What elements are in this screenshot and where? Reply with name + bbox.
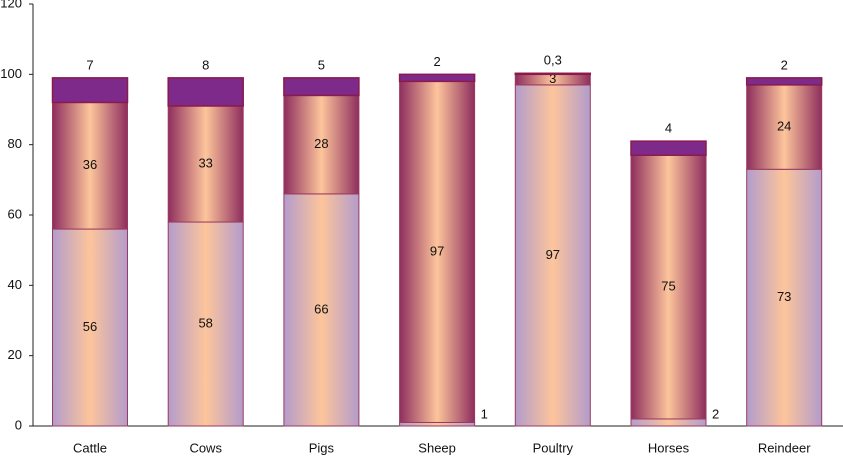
- bar-segment: [398, 73, 476, 83]
- x-tick-label: Reindeer: [758, 440, 811, 455]
- y-tick-label: 120: [0, 0, 22, 10]
- data-label: 1: [481, 406, 488, 421]
- data-label: 3: [549, 71, 556, 86]
- bar-segment: [745, 77, 823, 86]
- y-tick-label: 40: [8, 277, 22, 292]
- data-label: 56: [83, 319, 97, 334]
- bar-segment: [52, 228, 128, 427]
- data-label: 97: [430, 243, 444, 258]
- data-label: 5: [318, 57, 325, 72]
- data-label: 58: [198, 315, 212, 330]
- x-tick-label: Cows: [189, 440, 222, 455]
- data-label: 7: [86, 57, 93, 72]
- bar-segment: [514, 84, 591, 427]
- data-label: 8: [202, 57, 209, 72]
- data-label: 66: [314, 301, 328, 316]
- bar-segment: [283, 193, 360, 427]
- y-tick-label: 100: [0, 66, 22, 81]
- bar-segment: [399, 421, 476, 427]
- data-label: 73: [777, 289, 791, 304]
- data-label: 2: [712, 406, 719, 421]
- bar-segment: [167, 221, 244, 427]
- bar-segment: [746, 84, 823, 170]
- bar-segment: [514, 72, 592, 76]
- y-tick-label: 80: [8, 136, 22, 151]
- data-label: 28: [314, 136, 328, 151]
- y-tick-label: 0: [15, 417, 22, 432]
- bar-segment: [51, 77, 129, 104]
- x-tick-label: Pigs: [309, 440, 335, 455]
- bar-segment: [746, 168, 823, 427]
- x-tick-label: Horses: [648, 440, 690, 455]
- y-tick-label: 20: [8, 347, 22, 362]
- y-tick-label: 60: [8, 206, 22, 221]
- data-label: 2: [433, 54, 440, 69]
- bar-segment: [630, 418, 707, 427]
- data-label: 36: [83, 157, 97, 172]
- bar-segment: [52, 101, 128, 230]
- data-label: 24: [777, 119, 791, 134]
- x-tick-label: Cattle: [73, 440, 107, 455]
- data-label: 97: [546, 247, 560, 262]
- x-tick-label: Sheep: [418, 440, 456, 455]
- bar-segment: [167, 77, 244, 107]
- data-label: 2: [781, 57, 788, 72]
- bar-segment: [630, 154, 707, 420]
- bar-segment: [283, 94, 360, 195]
- bar-segment: [283, 77, 360, 97]
- data-label: 4: [665, 121, 672, 136]
- bar-segment: [630, 140, 707, 156]
- bar-segment: [167, 105, 244, 223]
- x-tick-label: Poultry: [533, 440, 574, 455]
- data-label: 0,3: [544, 53, 562, 68]
- data-label: 75: [661, 279, 675, 294]
- data-label: 33: [198, 155, 212, 170]
